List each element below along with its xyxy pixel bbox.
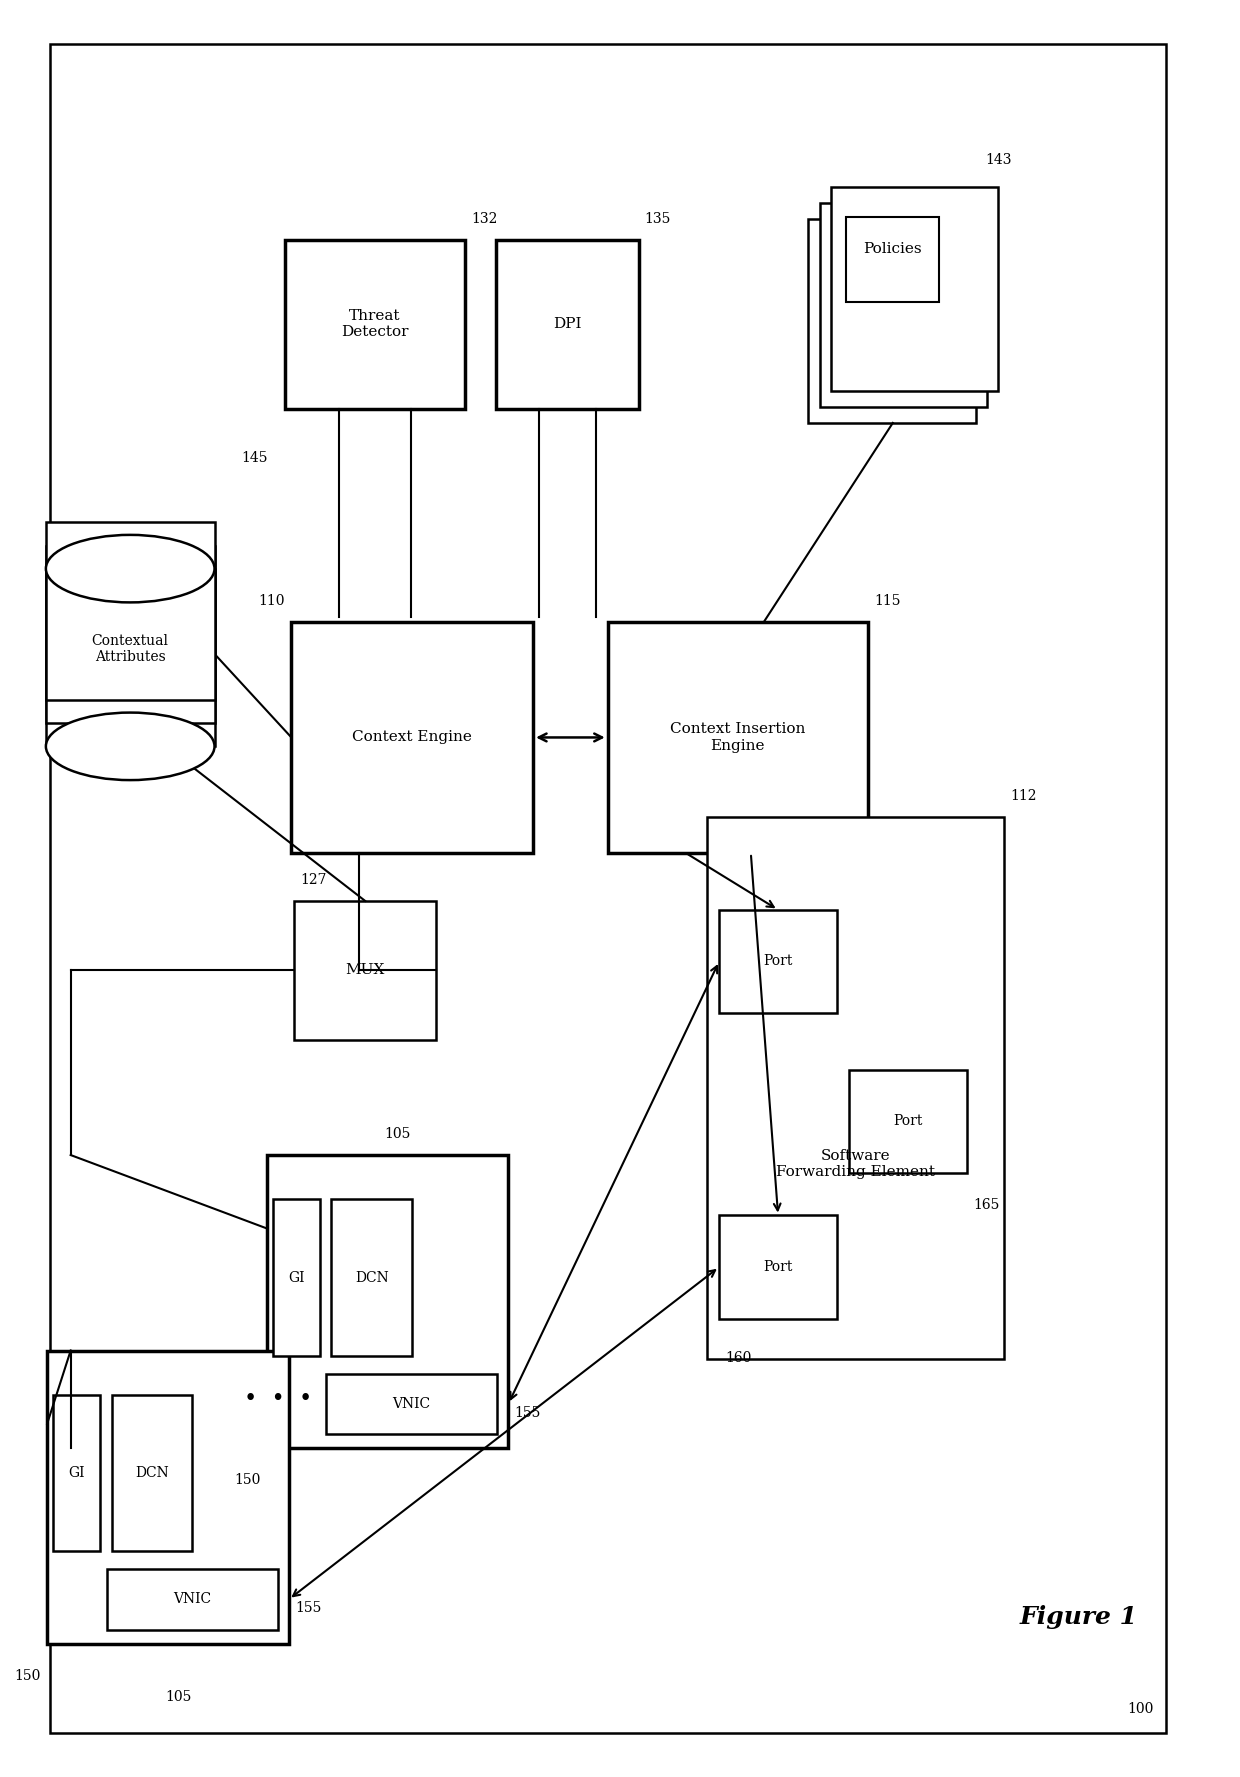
Text: 160: 160 — [725, 1351, 751, 1365]
FancyBboxPatch shape — [820, 203, 987, 407]
Text: 155: 155 — [515, 1406, 541, 1420]
Text: VNIC: VNIC — [393, 1397, 430, 1411]
FancyBboxPatch shape — [608, 622, 868, 853]
FancyBboxPatch shape — [107, 1569, 278, 1630]
FancyBboxPatch shape — [285, 240, 465, 409]
FancyBboxPatch shape — [707, 817, 1004, 1359]
Text: 150: 150 — [15, 1669, 41, 1683]
Text: 143: 143 — [986, 153, 1012, 167]
FancyBboxPatch shape — [331, 1199, 412, 1356]
FancyBboxPatch shape — [326, 1374, 497, 1434]
Text: 155: 155 — [295, 1601, 321, 1615]
Text: 150: 150 — [234, 1473, 260, 1487]
Text: GI: GI — [288, 1271, 305, 1285]
Text: VNIC: VNIC — [174, 1592, 211, 1606]
FancyBboxPatch shape — [53, 1395, 100, 1551]
Text: MUX: MUX — [346, 963, 384, 977]
Text: GI: GI — [68, 1466, 86, 1480]
Text: 100: 100 — [1127, 1702, 1153, 1717]
Text: •  •  •: • • • — [243, 1388, 312, 1411]
Text: Threat
Detector: Threat Detector — [341, 309, 409, 339]
FancyBboxPatch shape — [112, 1395, 192, 1551]
FancyBboxPatch shape — [808, 219, 976, 423]
Text: 105: 105 — [384, 1127, 410, 1141]
FancyBboxPatch shape — [719, 1215, 837, 1319]
FancyBboxPatch shape — [47, 1351, 289, 1644]
FancyBboxPatch shape — [831, 187, 998, 391]
Text: Figure 1: Figure 1 — [1019, 1605, 1138, 1630]
FancyBboxPatch shape — [46, 546, 215, 723]
FancyBboxPatch shape — [273, 1199, 320, 1356]
FancyBboxPatch shape — [267, 1155, 508, 1448]
Text: Port: Port — [764, 1260, 792, 1274]
Ellipse shape — [46, 713, 215, 780]
FancyBboxPatch shape — [46, 569, 215, 746]
Ellipse shape — [46, 535, 215, 602]
FancyBboxPatch shape — [719, 910, 837, 1013]
Text: 127: 127 — [300, 873, 326, 887]
Text: Contextual
Attributes: Contextual Attributes — [92, 634, 169, 663]
Text: 135: 135 — [645, 211, 671, 226]
FancyBboxPatch shape — [294, 901, 436, 1040]
FancyBboxPatch shape — [849, 1070, 967, 1173]
Text: 132: 132 — [471, 211, 497, 226]
Text: DCN: DCN — [355, 1271, 389, 1285]
Text: 110: 110 — [259, 594, 285, 608]
Text: Port: Port — [764, 954, 792, 968]
FancyBboxPatch shape — [50, 44, 1166, 1733]
Text: 105: 105 — [165, 1690, 191, 1704]
Text: 145: 145 — [242, 451, 268, 466]
Text: Software
Forwarding Element: Software Forwarding Element — [776, 1150, 935, 1180]
Text: DPI: DPI — [553, 318, 582, 331]
FancyBboxPatch shape — [496, 240, 639, 409]
FancyBboxPatch shape — [46, 522, 215, 700]
FancyBboxPatch shape — [291, 622, 533, 853]
Text: DCN: DCN — [135, 1466, 170, 1480]
FancyBboxPatch shape — [846, 217, 939, 302]
Text: Context Insertion
Engine: Context Insertion Engine — [670, 723, 806, 752]
Text: 115: 115 — [874, 594, 900, 608]
Text: Policies: Policies — [863, 242, 923, 256]
Text: Port: Port — [894, 1114, 923, 1128]
Text: Context Engine: Context Engine — [352, 730, 472, 745]
Text: 112: 112 — [1011, 789, 1037, 803]
Text: 165: 165 — [973, 1198, 999, 1212]
